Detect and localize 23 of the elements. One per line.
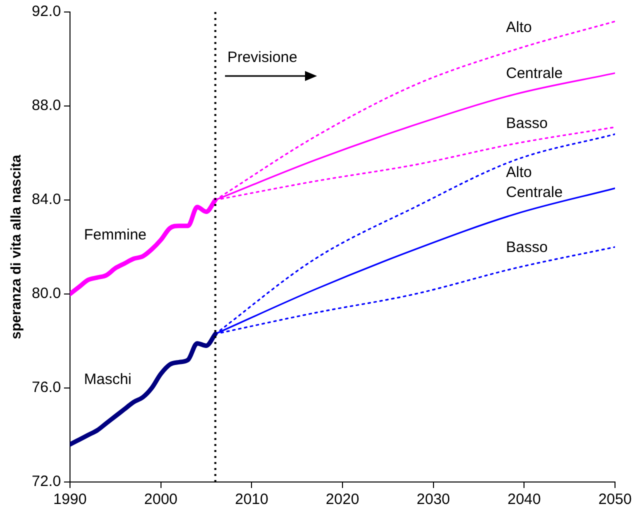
y-tick-label: 76.0	[32, 379, 61, 396]
series-label: Basso	[506, 238, 548, 256]
series-label: Centrale	[506, 184, 563, 202]
x-tick-label: 2040	[507, 491, 541, 508]
x-tick-label: 2010	[234, 491, 268, 508]
y-tick-label: 84.0	[32, 191, 61, 208]
x-tick-label: 2000	[144, 491, 178, 508]
y-tick-label: 80.0	[32, 285, 61, 302]
series-label: Femmine	[84, 226, 147, 244]
y-tick-label: 92.0	[32, 3, 61, 20]
series-label: Centrale	[506, 65, 563, 82]
y-tick-label: 72.0	[32, 473, 61, 490]
series-label: Alto	[506, 19, 532, 36]
annotation: Previsione	[227, 49, 298, 66]
series-label: Maschi	[84, 371, 132, 388]
x-tick-label: 1990	[53, 491, 87, 508]
x-tick-label: 2020	[326, 491, 360, 508]
series-label: Basso	[506, 115, 548, 132]
series-label: Alto	[506, 164, 532, 182]
y-tick-label: 88.0	[32, 97, 61, 114]
y-axis-title: speranza di vita alla nascita	[7, 154, 24, 340]
x-tick-label: 2030	[416, 491, 450, 508]
x-tick-label: 2050	[598, 491, 632, 508]
